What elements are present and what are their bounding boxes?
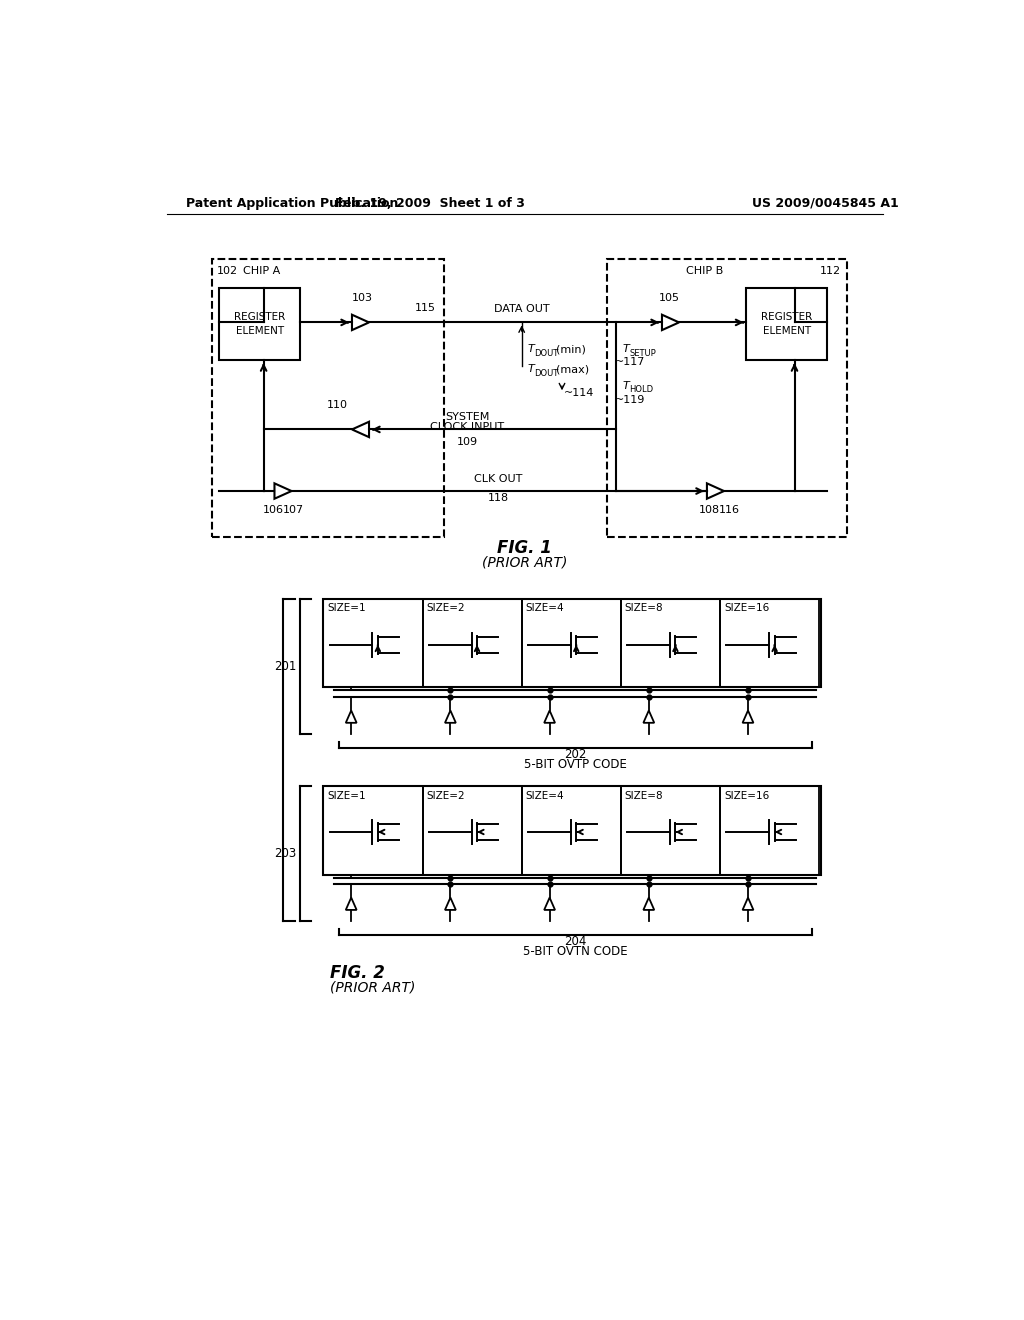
- Text: $T$: $T$: [623, 379, 632, 392]
- Text: Patent Application Publication: Patent Application Publication: [186, 197, 398, 210]
- Bar: [423, 599, 521, 688]
- Text: REGISTER
ELEMENT: REGISTER ELEMENT: [234, 313, 286, 335]
- Text: $T$: $T$: [527, 342, 537, 355]
- Text: 105: 105: [658, 293, 680, 302]
- Bar: [324, 785, 821, 875]
- Text: (PRIOR ART): (PRIOR ART): [482, 556, 567, 569]
- Bar: [621, 599, 720, 688]
- Text: DOUT: DOUT: [535, 368, 558, 378]
- Text: 108: 108: [698, 504, 720, 515]
- Text: $T$: $T$: [623, 342, 632, 355]
- Text: 102: 102: [217, 267, 239, 276]
- Text: 107: 107: [284, 504, 304, 515]
- Bar: [521, 599, 621, 688]
- Text: (max): (max): [556, 364, 589, 375]
- Polygon shape: [445, 898, 456, 909]
- Text: CHIP A: CHIP A: [243, 267, 280, 276]
- Text: SIZE=16: SIZE=16: [724, 603, 769, 614]
- Bar: [621, 785, 720, 875]
- Text: ~119: ~119: [614, 395, 645, 405]
- Text: HOLD: HOLD: [630, 385, 653, 395]
- Polygon shape: [544, 710, 555, 723]
- Text: 106: 106: [263, 504, 285, 515]
- Text: 116: 116: [719, 504, 740, 515]
- Polygon shape: [445, 710, 456, 723]
- Text: 112: 112: [820, 267, 841, 276]
- Text: 203: 203: [274, 847, 296, 861]
- Bar: [219, 288, 300, 360]
- Text: SIZE=2: SIZE=2: [426, 603, 465, 614]
- Polygon shape: [346, 898, 356, 909]
- Bar: [521, 785, 621, 875]
- Polygon shape: [544, 898, 555, 909]
- Text: Feb. 19, 2009  Sheet 1 of 3: Feb. 19, 2009 Sheet 1 of 3: [335, 197, 525, 210]
- Bar: [720, 599, 819, 688]
- Text: SIZE=8: SIZE=8: [625, 791, 664, 800]
- Text: CLK OUT: CLK OUT: [474, 474, 522, 484]
- Text: $T$: $T$: [527, 363, 537, 375]
- Text: FIG. 1: FIG. 1: [498, 539, 552, 557]
- Bar: [746, 288, 827, 360]
- Polygon shape: [346, 710, 356, 723]
- Text: SIZE=1: SIZE=1: [328, 603, 366, 614]
- Text: SIZE=2: SIZE=2: [426, 791, 465, 800]
- Text: CLOCK INPUT: CLOCK INPUT: [430, 422, 505, 432]
- Text: CHIP B: CHIP B: [686, 267, 723, 276]
- Text: 115: 115: [415, 302, 436, 313]
- Text: 204: 204: [564, 936, 587, 948]
- Text: (PRIOR ART): (PRIOR ART): [330, 981, 415, 994]
- Polygon shape: [742, 898, 754, 909]
- Text: SETUP: SETUP: [630, 348, 656, 358]
- Bar: [212, 259, 444, 537]
- Text: REGISTER
ELEMENT: REGISTER ELEMENT: [761, 313, 812, 335]
- Text: SIZE=4: SIZE=4: [525, 603, 564, 614]
- Text: SIZE=8: SIZE=8: [625, 603, 664, 614]
- Text: 202: 202: [564, 748, 587, 762]
- Text: 5-BIT OVTN CODE: 5-BIT OVTN CODE: [523, 945, 628, 958]
- Polygon shape: [742, 710, 754, 723]
- Bar: [607, 259, 847, 537]
- Polygon shape: [643, 710, 654, 723]
- Polygon shape: [274, 483, 292, 499]
- Polygon shape: [352, 314, 369, 330]
- Text: SIZE=16: SIZE=16: [724, 791, 769, 800]
- Text: 201: 201: [273, 660, 296, 673]
- Text: (min): (min): [556, 345, 586, 355]
- Bar: [423, 785, 521, 875]
- Bar: [324, 599, 821, 688]
- Text: 109: 109: [457, 437, 478, 447]
- Text: 5-BIT OVTP CODE: 5-BIT OVTP CODE: [523, 758, 627, 771]
- Text: 118: 118: [487, 494, 509, 503]
- Polygon shape: [662, 314, 679, 330]
- Text: SIZE=1: SIZE=1: [328, 791, 366, 800]
- Polygon shape: [707, 483, 724, 499]
- Polygon shape: [352, 422, 369, 437]
- Text: DOUT: DOUT: [535, 348, 558, 358]
- Text: DATA OUT: DATA OUT: [494, 305, 550, 314]
- Polygon shape: [643, 898, 654, 909]
- Text: ~114: ~114: [563, 388, 594, 397]
- Bar: [720, 785, 819, 875]
- Text: 103: 103: [351, 293, 373, 302]
- Bar: [324, 785, 423, 875]
- Text: FIG. 2: FIG. 2: [330, 964, 384, 982]
- Bar: [324, 599, 423, 688]
- Text: 110: 110: [327, 400, 348, 411]
- Text: US 2009/0045845 A1: US 2009/0045845 A1: [752, 197, 899, 210]
- Text: SIZE=4: SIZE=4: [525, 791, 564, 800]
- Text: ~117: ~117: [614, 356, 645, 367]
- Text: SYSTEM: SYSTEM: [445, 412, 489, 422]
